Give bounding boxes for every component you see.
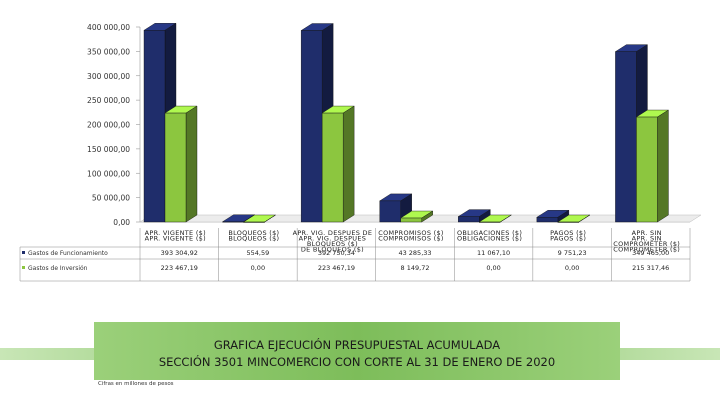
bar-side	[185, 105, 198, 223]
y-tick-label: 100 000,00	[87, 169, 130, 178]
bar-side	[264, 214, 276, 223]
bar-funcionamiento	[457, 209, 491, 223]
y-tick-label: 350 000,00	[87, 47, 130, 56]
category-label: BLOQUEOS ($)	[307, 240, 358, 248]
data-label: 8 149,72	[401, 264, 430, 272]
data-label: 223 467,19	[318, 264, 355, 272]
bar-front	[243, 221, 265, 223]
bar-front	[536, 217, 559, 223]
y-tick-label: 150 000,00	[87, 145, 130, 154]
y-tick-label: 250 000,00	[87, 96, 130, 105]
bar-side	[500, 214, 512, 223]
bar-front	[615, 51, 637, 223]
category-label: DE BLOQUEOS ($)	[301, 246, 364, 254]
y-tick-label: 400 000,00	[87, 23, 130, 32]
bar-front	[321, 112, 344, 223]
category-label: APR. VIG. DESPUES DE	[293, 229, 373, 237]
category-labels: APR. VIGENTE ($)APR. VIGENTE ($) BLOQUEOS…	[145, 229, 680, 254]
bar-side	[657, 109, 669, 223]
units-note: Cifras en millones de pesos	[96, 381, 176, 387]
data-label: 223 467,19	[161, 264, 198, 272]
legend-label: Gastos de Funcionamiento	[28, 250, 108, 257]
category-label: OBLIGACIONES ($)	[457, 235, 522, 243]
bar-inversion	[242, 214, 277, 223]
category-label: COMPROMETER ($)	[613, 240, 680, 248]
bar-front	[222, 221, 244, 223]
bar-inversion	[557, 214, 591, 223]
data-label: 0,00	[565, 264, 579, 272]
bar-front	[143, 30, 166, 223]
data-label: 43 285,33	[398, 249, 431, 257]
category-label: PAGOS ($)	[550, 229, 586, 237]
bar-inversion	[321, 105, 355, 223]
bar-inversion	[400, 210, 434, 223]
category-label: COMPROMETER ($)	[613, 246, 680, 254]
bar-front	[379, 200, 401, 223]
data-table: Gastos de Funcionamiento 393 304,92 554,59…	[19, 228, 691, 282]
category-label: APR. VIGENTE ($)	[145, 229, 206, 237]
bar-front	[557, 221, 580, 223]
category-label: COMPROMISOS ($)	[378, 235, 443, 243]
chart-subtitle: SECCIÓN 3501 MINCOMERCIO CON CORTE AL 31…	[158, 355, 556, 369]
bar-inversion	[164, 105, 198, 223]
data-label: 0,00	[486, 264, 500, 272]
legend-swatch	[22, 266, 25, 269]
category-label: BLOQUEOS ($)	[228, 229, 279, 237]
data-label: 11 067,10	[477, 249, 510, 257]
bar-front	[479, 221, 501, 223]
bar-inversion	[635, 109, 670, 223]
category-label: OBLIGACIONES ($)	[457, 229, 522, 237]
bar-front	[636, 116, 658, 223]
category-label: APR. VIG. DESPUES	[299, 235, 367, 243]
bar-inversion	[478, 214, 512, 223]
data-label: 349 465,00	[632, 249, 669, 257]
title-banner	[94, 322, 620, 380]
data-label: 554,59	[246, 249, 269, 257]
category-label: COMPROMISOS ($)	[378, 229, 443, 237]
category-label: PAGOS ($)	[550, 235, 586, 243]
data-label: 392 750,34	[318, 249, 355, 257]
data-label: 0,00	[251, 264, 265, 272]
legend-label: Gastos de Inversión	[28, 265, 88, 272]
chart-title: GRAFICA EJECUCIÓN PRESUPUESTAL ACUMULADA	[213, 338, 501, 352]
bars	[143, 22, 670, 223]
bar-front	[300, 30, 323, 223]
bar-front	[164, 112, 187, 223]
data-label: 393 304,92	[161, 249, 198, 257]
budget-chart: 400 000,00 350 000,00 300 000,00 250 000,00…	[19, 22, 702, 282]
y-tick-label: 300 000,00	[87, 72, 130, 81]
category-label: APR. SIN	[632, 229, 662, 237]
category-label: BLOQUEOS ($)	[228, 235, 279, 243]
bar-front	[458, 216, 480, 223]
category-label: APR. SIN	[632, 235, 662, 243]
y-tick-label: 200 000,00	[87, 121, 130, 130]
y-tick-label: 50 000,00	[92, 194, 130, 203]
data-label: 215 317,46	[632, 264, 669, 272]
bar-side	[578, 214, 590, 223]
bar-funcionamiento	[536, 209, 570, 223]
category-label: APR. VIGENTE ($)	[145, 235, 206, 243]
bar-front	[400, 217, 422, 223]
legend-swatch	[22, 251, 25, 254]
data-label: 9 751,23	[558, 249, 587, 257]
y-tick-label: 0,00	[113, 218, 130, 227]
bar-side	[342, 105, 355, 223]
